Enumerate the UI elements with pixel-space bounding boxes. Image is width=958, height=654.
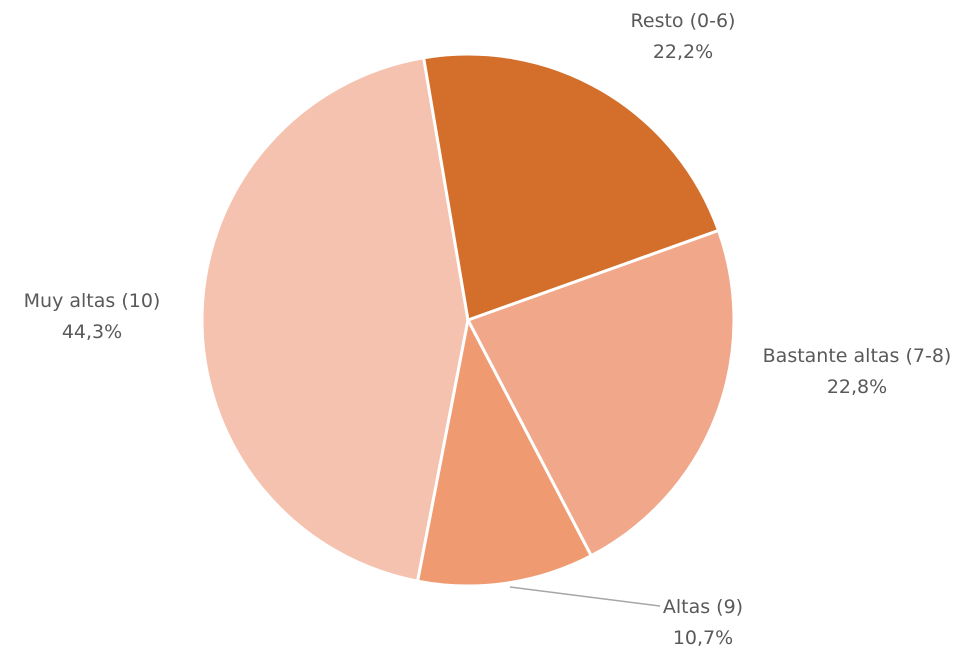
pie-slice (465, 228, 736, 558)
pie-slice (200, 55, 470, 583)
data-label: Muy altas (10) 44,3% (0, 286, 184, 348)
label-category: Muy altas (10) (23, 290, 161, 312)
leader-line (509, 586, 661, 607)
label-value: 10,7% (672, 627, 734, 649)
data-label: Bastante altas (7-8) 22,8% (748, 341, 958, 403)
pie-slice (415, 315, 594, 588)
label-value: 44,3% (61, 321, 123, 343)
label-category: Resto (0-6) (630, 10, 736, 32)
label-value: 22,8% (826, 376, 888, 398)
label-value: 22,2% (652, 41, 714, 63)
data-label: Altas (9) 10,7% (603, 592, 803, 654)
pie-slice (421, 52, 721, 323)
label-category: Bastante altas (7-8) (762, 345, 952, 367)
label-category: Altas (9) (662, 596, 744, 618)
data-label: Resto (0-6) 22,2% (583, 6, 783, 68)
